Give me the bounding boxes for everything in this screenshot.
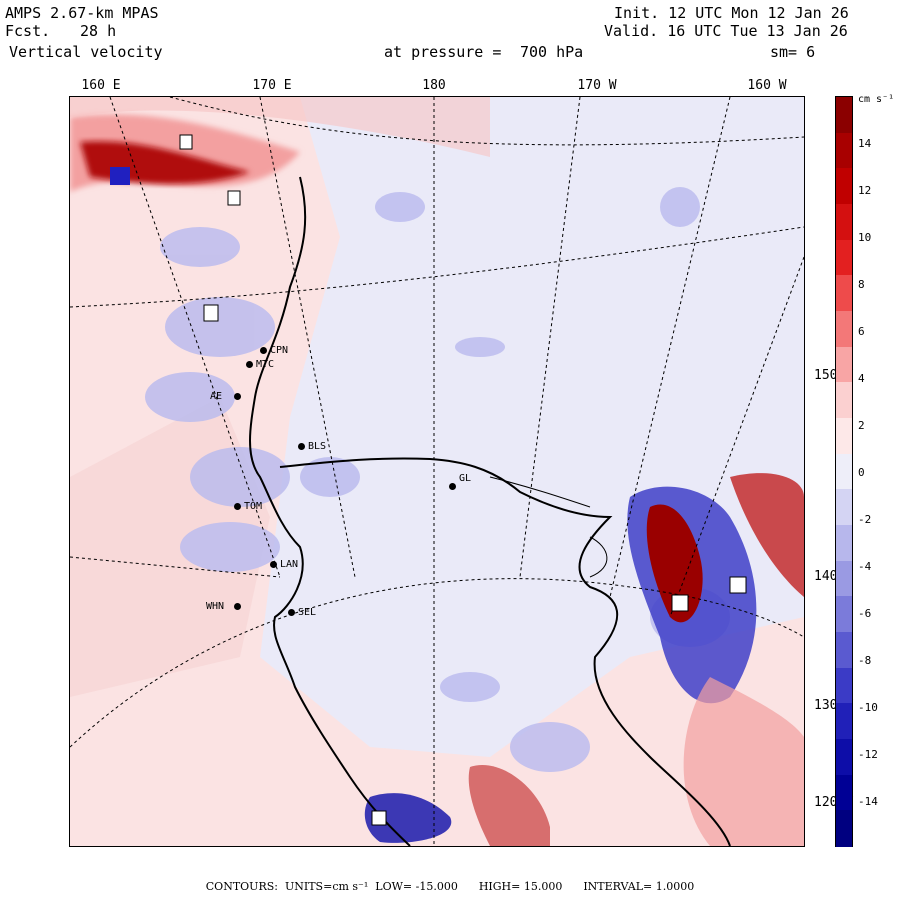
colorbar-tick-label: -14 — [858, 795, 878, 808]
colorbar-segment — [836, 774, 852, 812]
station-marker — [270, 561, 277, 568]
valid-time: Valid. 16 UTC Tue 13 Jan 26 — [604, 22, 848, 40]
colorbar-segment — [836, 596, 852, 633]
colorbar-tick-label: 0 — [858, 466, 865, 479]
pressure-value: 700 hPa — [520, 43, 584, 61]
colorbar-tick-label: -2 — [858, 513, 872, 526]
station-marker — [288, 609, 295, 616]
colorbar-segment — [836, 453, 852, 491]
contour-interval: INTERVAL= 1.0000 — [583, 880, 695, 893]
contour-low: LOW= -15.000 — [375, 880, 458, 893]
station-marker — [234, 503, 241, 510]
colorbar-units: cm s⁻¹ — [858, 94, 895, 105]
lon-label-160e: 160 E — [81, 78, 121, 93]
colorbar-tick-label: 8 — [858, 278, 865, 291]
colorbar-tick-label: 10 — [858, 231, 872, 244]
contours-label: CONTOURS: — [205, 880, 278, 893]
colorbar-segment — [836, 418, 852, 455]
colorbar-segment — [836, 168, 852, 205]
colorbar-segment — [836, 489, 852, 526]
colorbar-segment — [836, 132, 852, 170]
positive-region — [70, 97, 804, 846]
colorbar-tick-label: 2 — [858, 419, 865, 432]
colorbar-tick-label: 4 — [858, 372, 865, 385]
colorbar-tick-label: -10 — [858, 701, 878, 714]
coastline-west — [249, 176, 411, 846]
colorbar-segment — [836, 525, 852, 562]
colorbar-tick-label: 12 — [858, 184, 872, 197]
colorbar-tick-label: 14 — [858, 137, 872, 150]
lon-label-170w: 170 W — [577, 78, 617, 93]
station-marker — [246, 361, 253, 368]
colorbar-tick-label: -12 — [858, 748, 878, 761]
colorbar-segment — [836, 239, 852, 277]
vertical-velocity-map: CPN MTC AE BLS GL TOM LAN WHN SEL — [69, 96, 805, 847]
colorbar-tick-label: -8 — [858, 654, 872, 667]
colorbar-tick-label: -4 — [858, 560, 872, 573]
colorbar-segment — [836, 204, 852, 241]
colorbar-tick-label: 6 — [858, 325, 865, 338]
colorbar-segment — [836, 667, 852, 705]
contour-high: HIGH= 15.000 — [478, 880, 563, 893]
colorbar — [835, 96, 853, 847]
contour-units: UNITS=cm s⁻¹ — [284, 880, 369, 893]
station-marker — [298, 443, 305, 450]
lon-label-180: 180 — [422, 78, 446, 93]
colorbar-segment — [836, 311, 852, 348]
colorbar-segment — [836, 560, 852, 598]
station-marker — [234, 603, 241, 610]
colorbar-tick-label: -6 — [858, 607, 872, 620]
colorbar-segment — [836, 275, 852, 312]
ice-shelf-edge — [279, 457, 731, 846]
colorbar-segment — [836, 739, 852, 776]
station-marker — [234, 393, 241, 400]
forecast-label: Fcst. — [5, 22, 51, 40]
colorbar-segment — [836, 382, 852, 419]
field-name: Vertical velocity — [9, 43, 163, 61]
map-canvas — [70, 97, 804, 846]
smoothing-label: sm= 6 — [770, 43, 816, 61]
init-time: Init. 12 UTC Mon 12 Jan 26 — [614, 4, 849, 22]
colorbar-segment — [836, 346, 852, 384]
forecast-hours: 28 h — [80, 22, 117, 40]
pressure-label: at pressure = — [384, 43, 502, 61]
contour-info: CONTOURS: UNITS=cm s⁻¹ LOW= -15.000 HIGH… — [0, 880, 900, 893]
colorbar-segment — [836, 703, 852, 740]
colorbar-segment — [836, 632, 852, 669]
model-title: AMPS 2.67-km MPAS — [5, 4, 159, 22]
station-marker — [449, 483, 456, 490]
colorbar-segment — [836, 810, 852, 847]
colorbar-segment — [836, 97, 852, 134]
lon-label-160w: 160 W — [747, 78, 787, 93]
station-marker — [260, 347, 267, 354]
lon-label-170e: 170 E — [252, 78, 292, 93]
